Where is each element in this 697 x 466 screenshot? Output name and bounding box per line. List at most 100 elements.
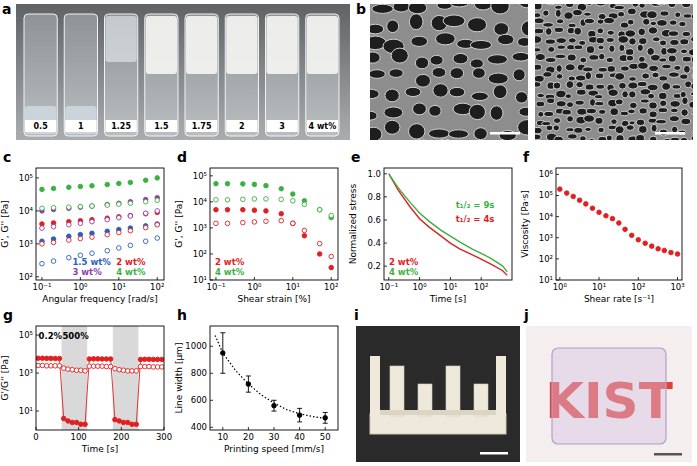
pore: [389, 69, 403, 78]
panel-letter: f: [523, 149, 530, 165]
pore: [370, 89, 379, 99]
pore: [692, 130, 693, 135]
data-point: [128, 243, 133, 248]
pore: [663, 139, 671, 140]
vial-label-patch: [186, 120, 217, 132]
pore: [668, 4, 676, 8]
y-tick-label: 10⁵: [193, 171, 207, 181]
pore: [499, 130, 516, 140]
data-point: [128, 228, 133, 233]
pore: [629, 91, 636, 98]
legend-entry: 3 wt%: [72, 267, 102, 277]
y-tick: [556, 216, 559, 217]
vial: [105, 14, 138, 136]
vial-label-patch: [106, 120, 137, 132]
pore: [671, 137, 680, 140]
data-point: [317, 207, 322, 212]
x-axis-title: Time [s]: [81, 444, 119, 454]
y-tick: [36, 373, 39, 374]
data-point: [564, 191, 569, 196]
pore: [545, 28, 552, 36]
pore: [580, 136, 587, 140]
y-axis-title: Line width [μm]: [174, 343, 184, 414]
data-point: [291, 199, 296, 204]
y-tick: [210, 427, 213, 428]
plot-frame: [210, 168, 338, 280]
shaded-interval: [113, 326, 139, 430]
pore: [692, 66, 693, 70]
data-point: [51, 240, 56, 245]
plot-frame: [384, 168, 512, 280]
pore: [639, 4, 645, 8]
x-tick: [222, 427, 223, 430]
error-bar: [297, 408, 302, 422]
pore: [535, 18, 544, 24]
y-tick-label: 400: [191, 422, 207, 432]
x-tick: [419, 277, 420, 280]
series-line: [389, 174, 507, 272]
pore: [658, 108, 668, 113]
x-tick: [164, 427, 165, 430]
data-point: [57, 364, 62, 369]
x-tick-label: 10²: [631, 282, 645, 292]
y-tick: [36, 177, 39, 178]
data-point: [117, 181, 122, 186]
x-tick: [292, 277, 293, 280]
data-point: [90, 219, 95, 224]
scaffold-pillar: [390, 366, 404, 416]
pore: [597, 19, 604, 24]
pore: [448, 130, 468, 138]
pore: [535, 13, 541, 18]
pore: [574, 45, 583, 50]
pore: [636, 134, 645, 140]
x-tick-label: 10²: [150, 282, 164, 292]
pore: [622, 91, 628, 98]
data-point: [128, 201, 133, 206]
pore: [681, 118, 691, 124]
pore: [474, 4, 492, 10]
pore: [370, 70, 385, 79]
vial-label: 1.5: [154, 122, 169, 131]
y-tick-label: 10⁵: [19, 330, 33, 340]
pore: [576, 81, 584, 87]
y-tick-label: 0.6: [367, 215, 381, 225]
plot-area: [36, 326, 164, 430]
y-tick: [36, 243, 39, 244]
vial-label-patch: [267, 120, 298, 132]
x-tick-label: 10⁻¹: [33, 282, 52, 292]
data-point: [105, 182, 110, 187]
pore: [680, 39, 689, 45]
pore: [517, 37, 528, 46]
y-tick-label: 10²: [193, 249, 207, 259]
pore: [620, 111, 628, 115]
pore: [428, 129, 449, 138]
data-point: [225, 207, 230, 212]
vial-liquid: [65, 106, 96, 134]
pore: [668, 72, 679, 77]
pore: [415, 74, 430, 87]
pore: [595, 73, 603, 79]
pore: [607, 66, 615, 73]
y-tick: [210, 400, 213, 401]
data-point: [155, 198, 160, 203]
pore: [615, 73, 625, 80]
pore: [675, 12, 681, 18]
x-tick: [481, 277, 482, 280]
y-axis-title: G'/G'' [Pa]: [0, 356, 10, 401]
plot-area: [389, 174, 507, 276]
data-point: [291, 192, 296, 197]
data-point: [225, 198, 230, 203]
x-tick: [325, 427, 326, 430]
panel-letter: c: [3, 149, 11, 165]
x-axis-title: Shear strain [%]: [237, 294, 310, 304]
annotation: t₁/₂ = 9s: [456, 200, 495, 210]
pore: [546, 125, 553, 131]
y-tick-label: 0.8: [367, 192, 381, 202]
pore: [637, 81, 647, 86]
pore: [626, 125, 634, 131]
pore: [643, 18, 650, 25]
pore: [614, 5, 625, 9]
pore: [554, 27, 563, 32]
data-point: [662, 248, 667, 253]
annotation: 500%: [62, 331, 89, 341]
